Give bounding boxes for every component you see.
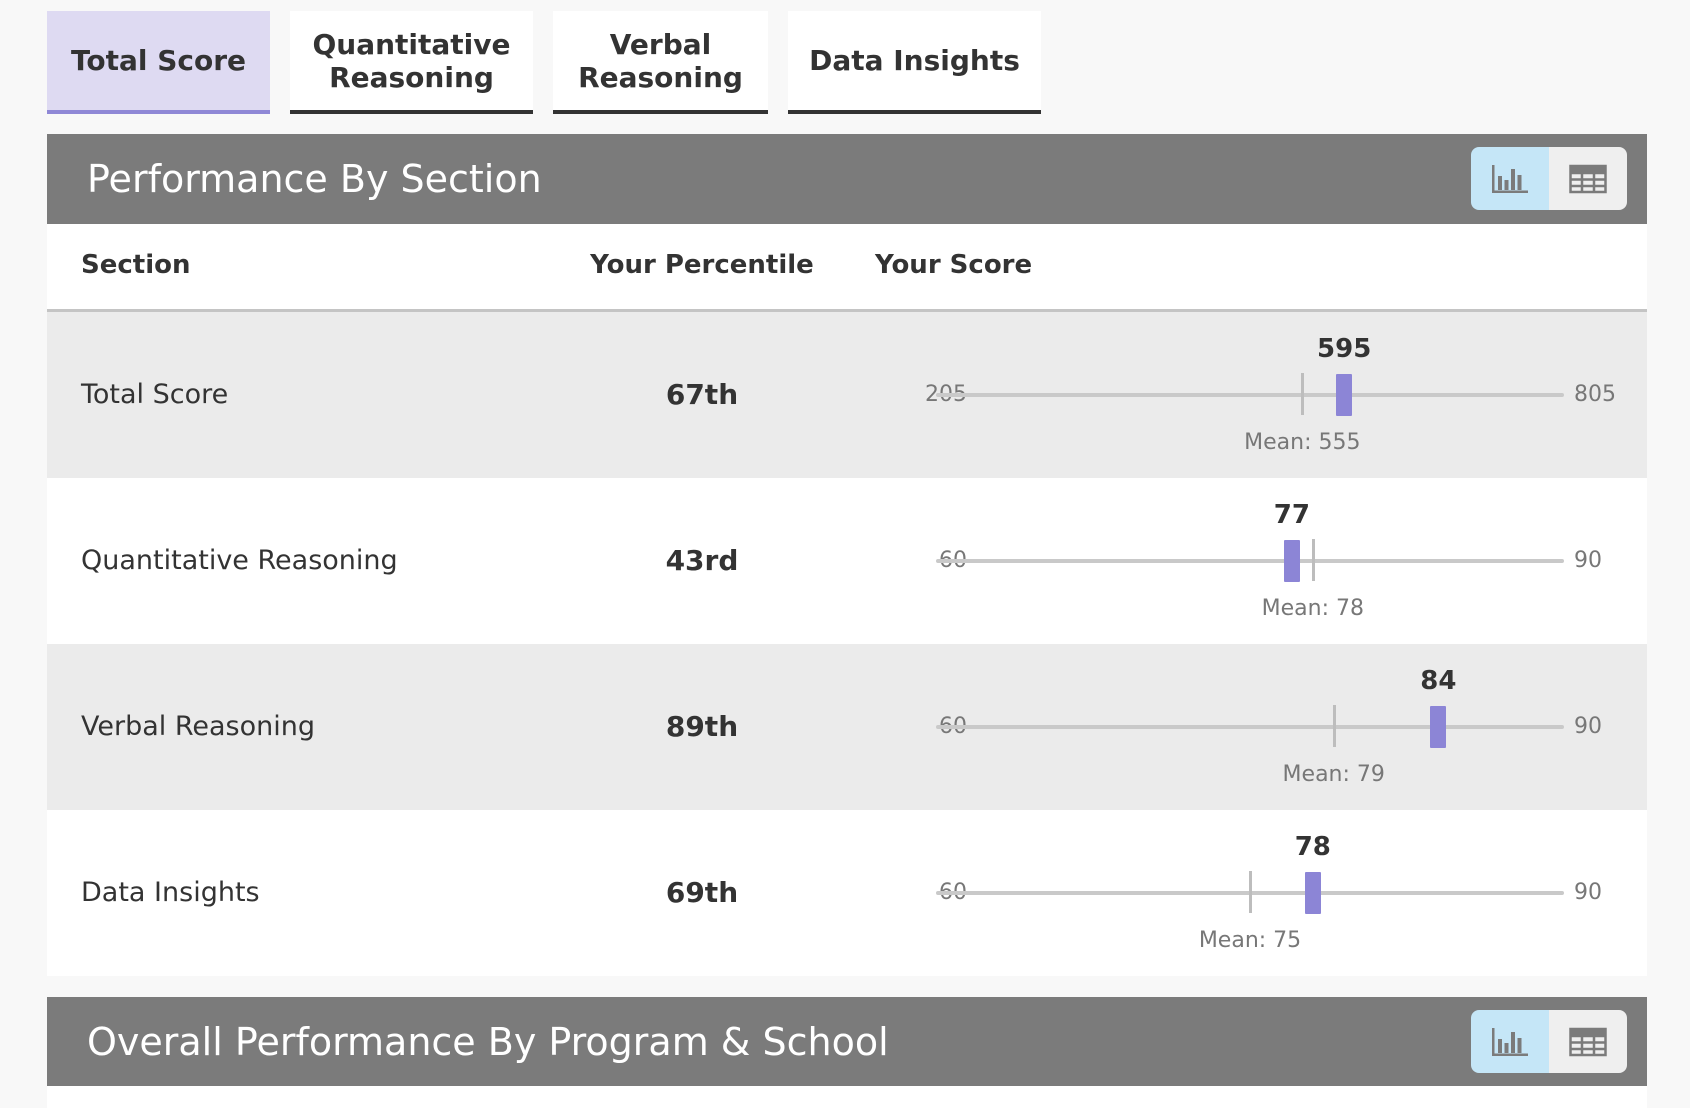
score-value: 77 [1273, 500, 1310, 530]
scale-max: 90 [1574, 548, 1602, 573]
tab-total-score[interactable]: Total Score [47, 11, 270, 114]
mean-tick [1332, 705, 1336, 747]
table-grid-icon [1569, 164, 1607, 193]
mean-label: Mean: 78 [1261, 596, 1364, 621]
header-section: Section [81, 250, 191, 280]
section-name: Data Insights [81, 877, 260, 908]
score-track [936, 559, 1564, 563]
tab-quantitative-reasoning[interactable]: Quantitative Reasoning [290, 11, 533, 114]
panel-title: Overall Performance By Program & School [87, 1020, 889, 1064]
section-name: Quantitative Reasoning [81, 545, 398, 576]
view-toggle [1471, 1010, 1627, 1073]
score-track [936, 725, 1564, 729]
tab-data-insights[interactable]: Data Insights [788, 11, 1041, 114]
panel-body-edge [47, 1086, 1647, 1108]
performance-by-section-header: Performance By Section [47, 134, 1647, 224]
percentile-value: 69th [665, 876, 739, 909]
percentile-value: 89th [665, 710, 739, 743]
table-view-button[interactable] [1549, 147, 1627, 210]
mean-tick [1249, 871, 1252, 913]
view-toggle [1471, 147, 1627, 210]
table-header: Section Your Percentile Your Score [47, 224, 1647, 312]
section-name: Verbal Reasoning [81, 711, 316, 742]
mean-tick [1301, 373, 1305, 415]
chart-view-button[interactable] [1471, 1010, 1549, 1073]
table-grid-icon [1569, 1027, 1607, 1056]
mean-tick [1311, 539, 1315, 581]
table-row: Verbal Reasoning 89th 60 84 Mean: 79 90 [47, 644, 1647, 810]
header-score: Your Score [875, 250, 1033, 280]
tab-label: Total Score [70, 44, 247, 77]
table-row: Quantitative Reasoning 43rd 60 77 Mean: … [47, 478, 1647, 644]
score-marker [1304, 872, 1321, 914]
score-value: 84 [1420, 666, 1457, 696]
table-view-button[interactable] [1549, 1010, 1627, 1073]
tab-label: Data Insights [809, 44, 1020, 77]
chart-view-button[interactable] [1471, 147, 1549, 210]
program-school-performance-header: Overall Performance By Program & School [47, 997, 1647, 1087]
tab-label: Verbal Reasoning [578, 27, 743, 94]
percentile-value: 43rd [665, 544, 739, 577]
score-value: 78 [1294, 832, 1331, 862]
score-marker [1336, 374, 1353, 416]
score-tabs: Total Score Quantitative Reasoning Verba… [47, 11, 1047, 114]
score-marker [1283, 540, 1300, 582]
section-name: Total Score [81, 379, 229, 410]
mean-label: Mean: 79 [1282, 762, 1385, 787]
mean-label: Mean: 75 [1198, 928, 1302, 953]
performance-table: Section Your Percentile Your Score Total… [47, 224, 1647, 976]
score-marker [1430, 706, 1447, 748]
bar-chart-icon [1492, 1027, 1528, 1056]
mean-label: Mean: 555 [1244, 430, 1361, 455]
score-track [936, 393, 1564, 397]
score-value: 595 [1317, 334, 1372, 364]
scale-max: 805 [1574, 382, 1616, 407]
tab-verbal-reasoning[interactable]: Verbal Reasoning [553, 11, 768, 114]
panel-title: Performance By Section [87, 157, 542, 201]
bar-chart-icon [1492, 164, 1528, 193]
table-row: Data Insights 69th 60 78 Mean: 75 90 [47, 810, 1647, 976]
scale-max: 90 [1574, 714, 1602, 739]
scale-max: 90 [1574, 880, 1602, 905]
table-row: Total Score 67th 205 595 Mean: 555 805 [47, 312, 1647, 478]
header-percentile: Your Percentile [590, 250, 814, 280]
tab-label: Quantitative Reasoning [312, 27, 511, 94]
percentile-value: 67th [665, 378, 739, 411]
